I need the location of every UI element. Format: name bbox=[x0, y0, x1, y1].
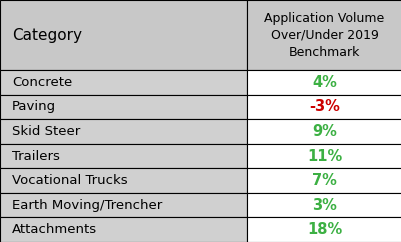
Bar bbox=[247, 119, 401, 144]
Text: 7%: 7% bbox=[312, 173, 336, 188]
Bar bbox=[0, 168, 247, 193]
Bar bbox=[247, 95, 401, 119]
Text: 11%: 11% bbox=[306, 149, 341, 164]
Bar bbox=[247, 0, 401, 70]
Text: 18%: 18% bbox=[306, 222, 341, 237]
Text: 4%: 4% bbox=[312, 75, 336, 90]
Bar bbox=[0, 70, 247, 95]
Text: Skid Steer: Skid Steer bbox=[12, 125, 80, 138]
Bar bbox=[0, 119, 247, 144]
Text: 9%: 9% bbox=[312, 124, 336, 139]
Bar bbox=[0, 95, 247, 119]
Text: Earth Moving/Trencher: Earth Moving/Trencher bbox=[12, 199, 162, 212]
Bar bbox=[0, 144, 247, 168]
Bar bbox=[247, 70, 401, 95]
Text: Paving: Paving bbox=[12, 100, 56, 113]
Text: Application Volume
Over/Under 2019
Benchmark: Application Volume Over/Under 2019 Bench… bbox=[264, 12, 384, 59]
Bar bbox=[247, 168, 401, 193]
Text: Vocational Trucks: Vocational Trucks bbox=[12, 174, 128, 187]
Bar bbox=[0, 193, 247, 218]
Text: -3%: -3% bbox=[308, 99, 339, 114]
Bar bbox=[0, 0, 247, 70]
Bar bbox=[247, 218, 401, 242]
Text: Attachments: Attachments bbox=[12, 223, 97, 236]
Text: 3%: 3% bbox=[312, 198, 336, 213]
Bar bbox=[0, 218, 247, 242]
Bar bbox=[247, 193, 401, 218]
Bar bbox=[247, 144, 401, 168]
Text: Concrete: Concrete bbox=[12, 76, 72, 89]
Text: Category: Category bbox=[12, 28, 82, 43]
Text: Trailers: Trailers bbox=[12, 150, 60, 163]
